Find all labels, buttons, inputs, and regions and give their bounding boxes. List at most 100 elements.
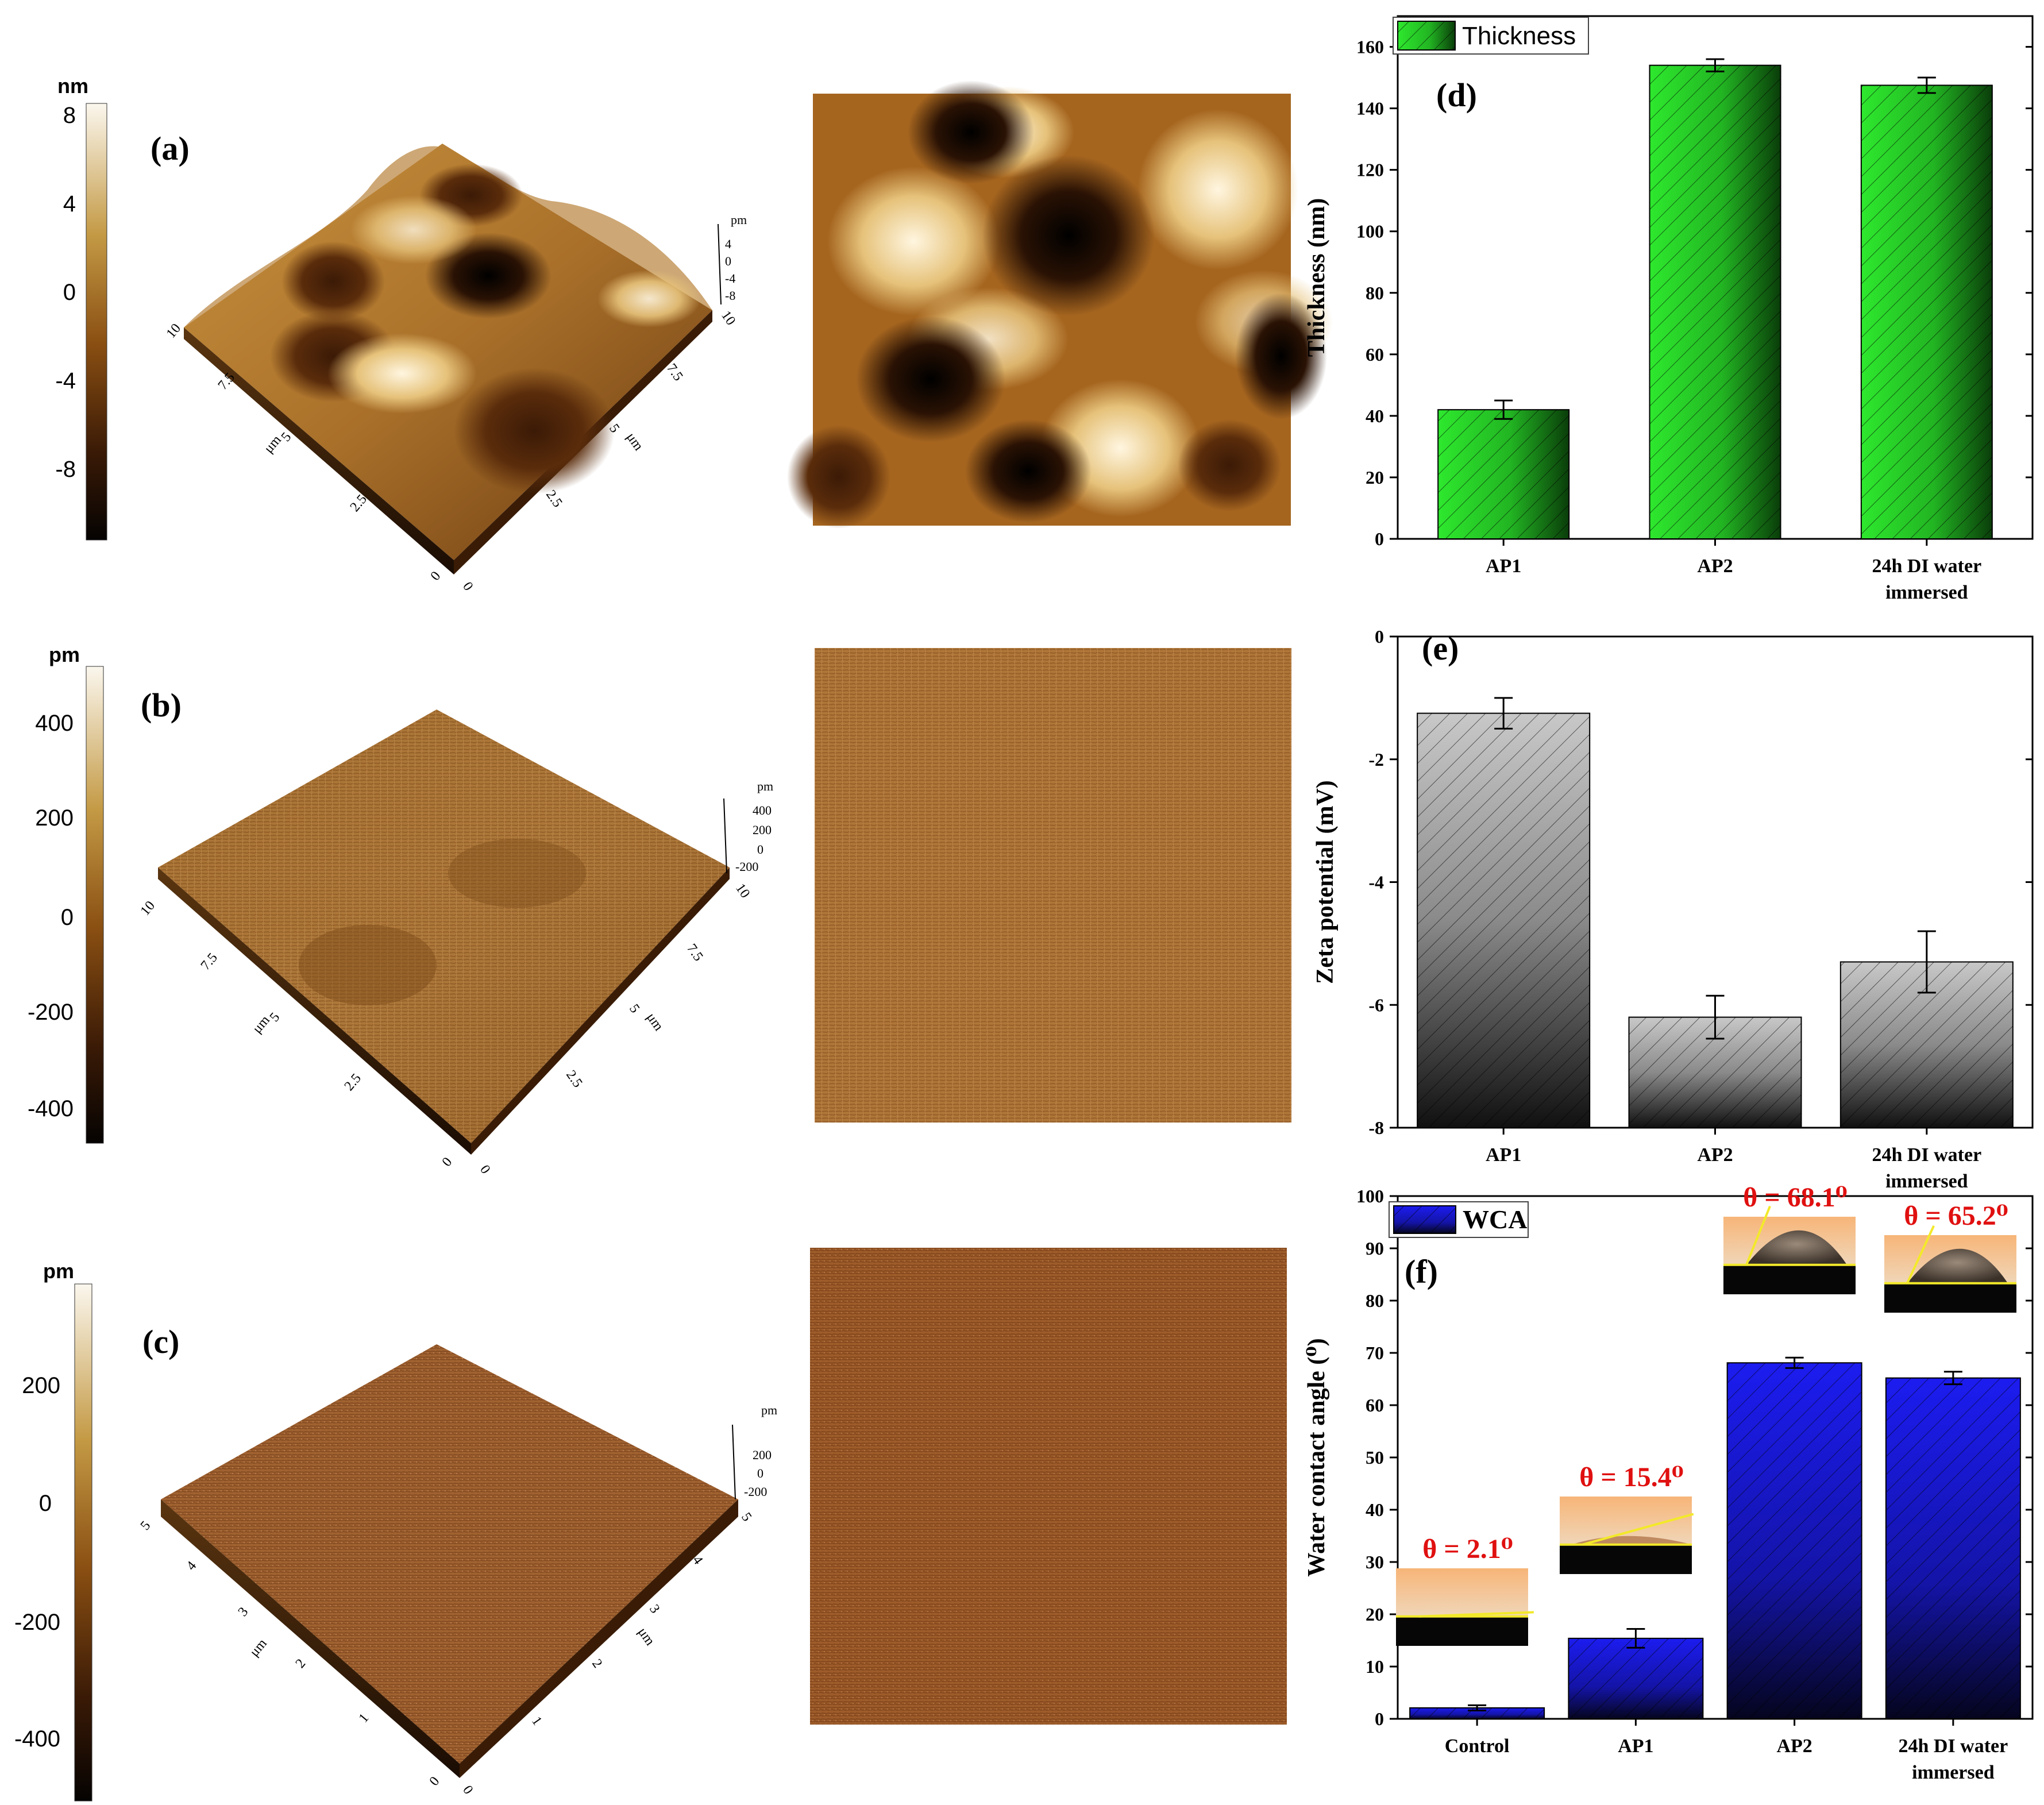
x-tick-label: immersed xyxy=(1885,582,1968,603)
afm-2d-map-a xyxy=(787,80,1333,529)
y-tick-label: 40 xyxy=(1366,406,1384,426)
left-axis-tick-a: 0 xyxy=(428,569,444,584)
z-axis-b: pm 400 200 0 -200 xyxy=(723,779,773,874)
x-tick-label: Control xyxy=(1445,1735,1510,1757)
z-axis-tick-b: -200 xyxy=(735,859,758,874)
y-axis-label: Water contact angle (⁰) xyxy=(1303,1338,1330,1576)
colorbar-b-tick: 200 xyxy=(35,805,74,831)
colorbar-c-tick: -200 xyxy=(14,1610,60,1635)
z-axis-tick-a: -8 xyxy=(725,288,735,303)
colorbar-c-tick: 200 xyxy=(22,1373,60,1398)
z-axis-tick-b: 0 xyxy=(757,842,763,857)
y-tick-label: -4 xyxy=(1368,872,1384,893)
right-axis-tick-b: 10 xyxy=(732,881,753,901)
colorbar-a-gradient xyxy=(86,103,107,541)
colorbar-a: nm 8 4 0 -4 -8 xyxy=(55,74,107,541)
droplet-inset: θ = 68.1⁰ xyxy=(1723,1182,1856,1294)
droplet-inset: θ = 15.4⁰ xyxy=(1560,1462,1694,1574)
angle-annotation: θ = 68.1⁰ xyxy=(1743,1182,1847,1213)
y-tick-label: 30 xyxy=(1366,1552,1384,1572)
x-tick-label: AP1 xyxy=(1618,1735,1653,1757)
x-tick-label: immersed xyxy=(1912,1762,1995,1783)
y-tick-label: 10 xyxy=(1366,1656,1384,1677)
colorbar-b-gradient xyxy=(86,666,104,1144)
x-tick-label: AP2 xyxy=(1697,1144,1733,1166)
colorbar-b-tick: -200 xyxy=(28,1000,74,1025)
x-tick-label: AP1 xyxy=(1486,1144,1521,1166)
tangent-marker xyxy=(1582,1513,1694,1546)
colorbar-unit-a: nm xyxy=(57,74,88,98)
legend-label: WCA xyxy=(1463,1205,1527,1234)
panel-label: (d) xyxy=(1436,76,1477,114)
tangent-marker xyxy=(1745,1205,1771,1266)
colorbar-a-tick: -4 xyxy=(55,368,76,394)
y-tick-label: 140 xyxy=(1356,98,1384,119)
left-axis-unit-c: μm xyxy=(247,1636,270,1660)
z-axis-tick-a: 4 xyxy=(725,237,731,251)
colorbar-b: pm 400 200 0 -200 -400 xyxy=(28,643,104,1144)
panel-label-b: (b) xyxy=(141,686,182,724)
y-tick-label: 0 xyxy=(1375,626,1384,647)
zeta-potential-chart: 0 -2 -4 -6 -8 Zeta potential (mV) (e) AP1 AP2 24h… xyxy=(1312,626,2034,1192)
right-axis-unit-c: μm xyxy=(635,1625,658,1649)
right-axis-tick-a: 10 xyxy=(718,308,738,329)
thickness-chart: 0 20 40 60 80 100 120 140 160 Thickness (nm) (d) AP… xyxy=(1303,15,2034,603)
left-axis-tick-c: 5 xyxy=(138,1518,154,1533)
legend-swatch-hatch xyxy=(1398,21,1455,50)
droplet xyxy=(1571,1536,1692,1545)
left-axis-tick-c: 4 xyxy=(184,1559,200,1573)
z-axis-a: pm 4 0 -4 -8 xyxy=(718,213,747,305)
y-tick-label: 40 xyxy=(1366,1499,1384,1520)
y-tick-label: 0 xyxy=(1375,529,1384,549)
right-axis-tick-a: 0 xyxy=(460,580,476,594)
y-tick-label: 60 xyxy=(1366,1395,1384,1416)
right-axis-unit-b: μm xyxy=(643,1011,666,1034)
left-axis-tick-b: 10 xyxy=(138,898,158,919)
left-axis-tick-c: 2 xyxy=(293,1656,309,1671)
y-tick-label: 100 xyxy=(1356,221,1384,242)
y-tick-label: 0 xyxy=(1375,1708,1384,1729)
y-tick-label: 20 xyxy=(1366,1604,1384,1625)
colorbar-b-tick: 400 xyxy=(35,711,74,736)
colorbar-a-tick: 0 xyxy=(63,280,76,305)
panel-label-a: (a) xyxy=(151,130,190,167)
x-tick-label: AP2 xyxy=(1776,1735,1812,1757)
panel-label: (e) xyxy=(1422,630,1459,667)
left-axis-tick-a: 10 xyxy=(164,321,184,341)
right-axis-unit-a: μm xyxy=(623,430,646,454)
right-axis-tick-c: 5 xyxy=(738,1510,754,1525)
afm-2d-map-c xyxy=(810,1248,1287,1725)
y-tick-label: -6 xyxy=(1368,994,1384,1015)
z-axis-tick-a: 0 xyxy=(725,254,731,268)
colorbar-b-tick: 0 xyxy=(61,905,74,930)
y-tick-label: 80 xyxy=(1366,1290,1384,1311)
right-axis-tick-c: 1 xyxy=(529,1714,545,1729)
z-axis-tick-a: -4 xyxy=(725,271,735,286)
droplet-inset: θ = 2.1⁰ xyxy=(1396,1534,1534,1646)
right-axis-tick-c: 3 xyxy=(646,1602,662,1617)
y-tick-label: 120 xyxy=(1356,160,1384,180)
droplet xyxy=(1746,1230,1847,1265)
left-axis-tick-c: 3 xyxy=(236,1605,252,1619)
substrate xyxy=(1396,1616,1528,1646)
angle-annotation: θ = 65.2⁰ xyxy=(1904,1201,2008,1231)
left-axis-tick-b: 7.5 xyxy=(198,950,221,973)
y-tick-label: 50 xyxy=(1366,1447,1384,1468)
y-tick-label: 90 xyxy=(1366,1238,1384,1259)
colorbar-a-tick: -8 xyxy=(55,457,76,482)
z-axis-tick-b: 200 xyxy=(753,823,772,837)
x-tick-label: AP1 xyxy=(1486,556,1521,577)
colorbar-a-tick: 8 xyxy=(63,103,76,128)
afm-panel-c: pm 200 0 -200 -400 (c) pm 200 0 -200 0 1… xyxy=(14,1248,1287,1802)
x-tick-label: 24h DI water xyxy=(1872,1144,1981,1166)
afm-2d-map-b xyxy=(815,648,1291,1123)
y-tick-label: -8 xyxy=(1368,1117,1384,1138)
x-tick-label: AP2 xyxy=(1697,556,1733,577)
left-axis-tick-c: 0 xyxy=(427,1774,443,1789)
angle-annotation: θ = 15.4⁰ xyxy=(1579,1462,1683,1492)
left-axis-tick-c: 1 xyxy=(356,1711,372,1726)
z-axis-tick-c: 200 xyxy=(753,1448,772,1462)
y-tick-label: 80 xyxy=(1366,283,1384,303)
bar-hatch xyxy=(1649,65,1781,539)
